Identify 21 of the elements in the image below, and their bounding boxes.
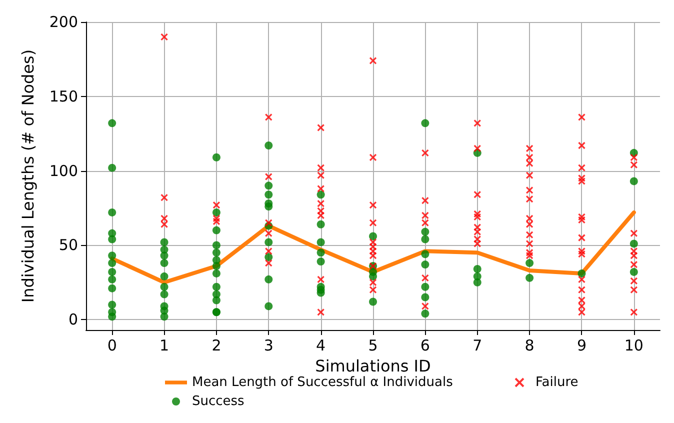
x-tick-label: 7 xyxy=(472,336,482,354)
legend-label: Failure xyxy=(536,375,578,390)
y-tick-label: 200 xyxy=(49,13,78,31)
y-tick-label: 0 xyxy=(68,310,78,329)
x-tick-label: 1 xyxy=(160,336,170,354)
x-tick-label: 9 xyxy=(576,336,586,354)
y-tick-label: 150 xyxy=(49,87,78,106)
legend-label: Mean Length of Successful α Individuals xyxy=(192,375,454,390)
y-tick-label: 100 xyxy=(49,162,78,180)
x-axis-title: Simulations ID xyxy=(315,356,431,376)
x-tick-label: 6 xyxy=(420,336,430,354)
x-tick-label: 0 xyxy=(107,336,117,354)
y-axis-title: Individual Lengths (# of Nodes) xyxy=(18,49,38,303)
legend-label: Success xyxy=(192,394,245,409)
x-tick-label: 4 xyxy=(316,336,326,354)
x-tick-label: 5 xyxy=(368,336,378,354)
x-tick-label: 8 xyxy=(524,336,534,354)
x-tick-label: 2 xyxy=(212,336,222,354)
y-tick-label: 50 xyxy=(58,236,78,254)
x-tick-label: 10 xyxy=(624,336,644,354)
x-tick-label: 3 xyxy=(264,336,274,354)
